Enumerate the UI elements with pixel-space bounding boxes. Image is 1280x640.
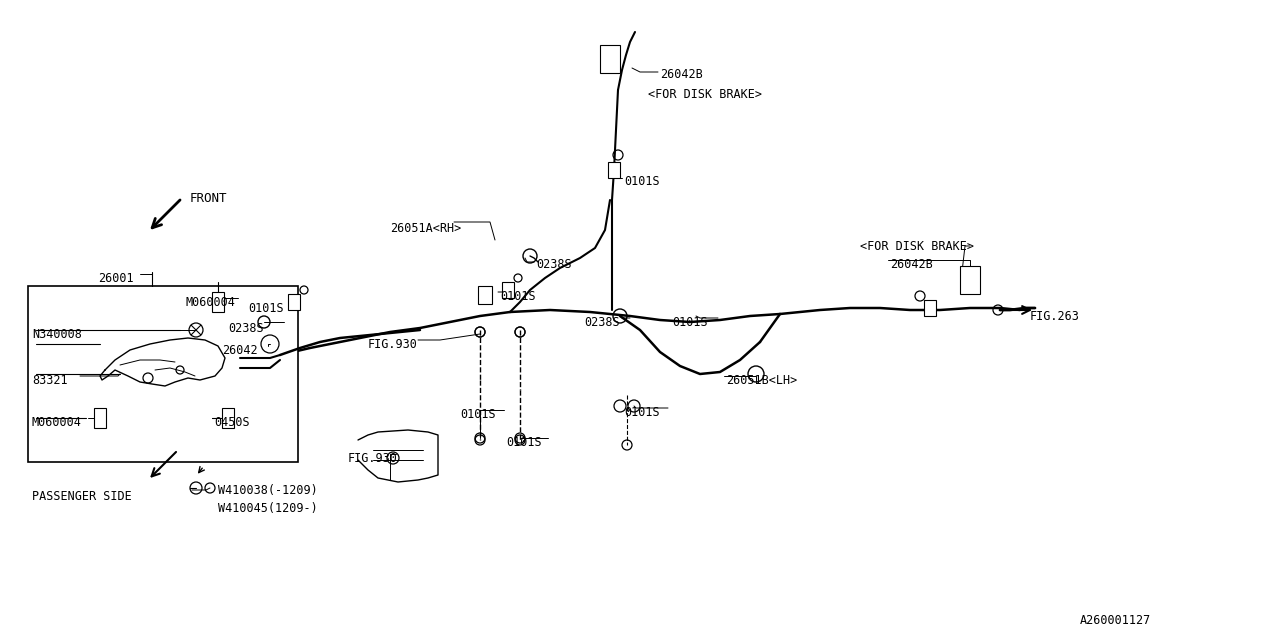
FancyBboxPatch shape — [924, 300, 936, 316]
FancyBboxPatch shape — [212, 292, 224, 312]
Text: 0101S: 0101S — [500, 290, 535, 303]
FancyBboxPatch shape — [288, 294, 300, 310]
Text: FIG.263: FIG.263 — [1030, 310, 1080, 323]
Text: 0450S: 0450S — [214, 416, 250, 429]
Text: N340008: N340008 — [32, 328, 82, 341]
Bar — [28, 286, 298, 462]
FancyBboxPatch shape — [221, 408, 234, 428]
Text: <FOR DISK BRAKE>: <FOR DISK BRAKE> — [648, 88, 762, 101]
Text: 26042B: 26042B — [890, 258, 933, 271]
Text: 26051B<LH>: 26051B<LH> — [726, 374, 797, 387]
Bar — [960, 266, 980, 294]
Text: 0101S: 0101S — [506, 436, 541, 449]
Text: 0101S: 0101S — [625, 406, 659, 419]
Text: M060004: M060004 — [186, 296, 236, 309]
Text: A260001127: A260001127 — [1080, 614, 1151, 627]
Text: <FOR DISK BRAKE>: <FOR DISK BRAKE> — [860, 240, 974, 253]
FancyBboxPatch shape — [502, 282, 515, 298]
Text: 26001: 26001 — [99, 272, 133, 285]
Text: 26042: 26042 — [221, 344, 257, 357]
Text: W410045(1209-): W410045(1209-) — [218, 502, 317, 515]
Text: FIG.930: FIG.930 — [369, 338, 417, 351]
FancyBboxPatch shape — [93, 408, 106, 428]
Text: 0101S: 0101S — [460, 408, 495, 421]
Text: 26051A<RH>: 26051A<RH> — [390, 222, 461, 235]
Bar — [600, 45, 620, 73]
Text: 0101S: 0101S — [625, 175, 659, 188]
Text: 0238S: 0238S — [228, 322, 264, 335]
Text: 0101S: 0101S — [248, 302, 284, 315]
Text: 0101S: 0101S — [672, 316, 708, 329]
Bar — [477, 286, 492, 304]
Text: 26042B: 26042B — [660, 68, 703, 81]
Text: W410038(-1209): W410038(-1209) — [218, 484, 317, 497]
Text: PASSENGER SIDE: PASSENGER SIDE — [32, 490, 132, 503]
FancyBboxPatch shape — [608, 162, 620, 178]
Text: 0238S: 0238S — [536, 258, 572, 271]
Text: 0238S: 0238S — [584, 316, 620, 329]
Text: FRONT: FRONT — [189, 192, 228, 205]
Text: 83321: 83321 — [32, 374, 68, 387]
Text: FIG.930: FIG.930 — [348, 452, 398, 465]
Text: M060004: M060004 — [32, 416, 82, 429]
